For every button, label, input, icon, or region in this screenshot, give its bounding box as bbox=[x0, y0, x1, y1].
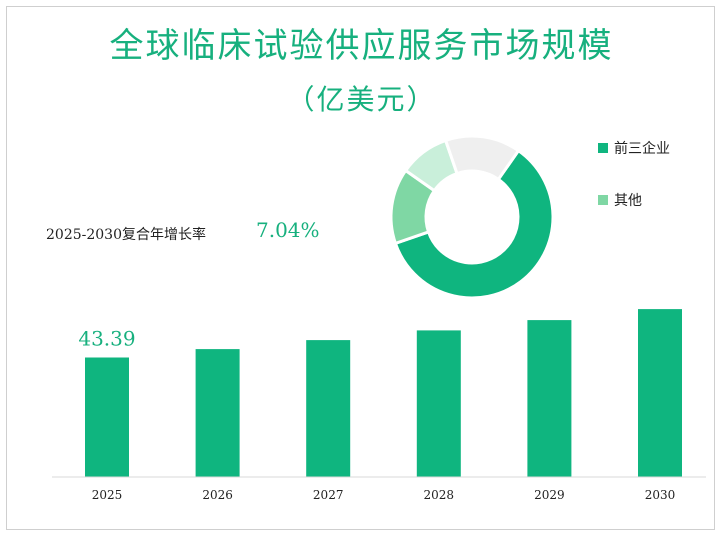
bar-2030 bbox=[638, 309, 682, 477]
bar-chart: 2025 43.39 2026 2027 2028 2029 2030 bbox=[52, 309, 706, 502]
donut-slice-3 bbox=[443, 134, 521, 182]
x-tick-label-2030: 2030 bbox=[645, 488, 676, 502]
donut-chart bbox=[389, 134, 555, 300]
donut-slice-0 bbox=[393, 148, 555, 300]
cagr-value: 7.04% bbox=[256, 218, 320, 242]
bar-2027 bbox=[306, 340, 351, 477]
chart-title: 全球临床试验供应服务市场规模 bbox=[109, 26, 614, 66]
legend-label-other: 其他 bbox=[614, 193, 642, 209]
bar-2025 bbox=[85, 357, 129, 477]
bar-2028 bbox=[416, 330, 461, 477]
legend-label-top3: 前三企业 bbox=[614, 141, 670, 157]
bar-2026 bbox=[195, 349, 240, 477]
bar-2029 bbox=[527, 320, 572, 477]
legend-item-top3: 前三企业 bbox=[598, 138, 670, 158]
x-tick-label-2029: 2029 bbox=[534, 488, 565, 502]
x-tick-label-2026: 2026 bbox=[202, 488, 233, 502]
x-tick-label-2028: 2028 bbox=[424, 488, 455, 502]
legend-swatch-top3 bbox=[598, 143, 608, 153]
chart-subtitle: （亿美元） bbox=[286, 83, 437, 116]
data-label-2025: 43.39 bbox=[78, 327, 135, 351]
legend-item-other: 其他 bbox=[598, 190, 642, 210]
legend-swatch-other bbox=[598, 195, 608, 205]
x-tick-label-2025: 2025 bbox=[92, 488, 123, 502]
cagr-label: 2025-2030复合年增长率 bbox=[46, 227, 206, 243]
x-tick-label-2027: 2027 bbox=[313, 488, 344, 502]
